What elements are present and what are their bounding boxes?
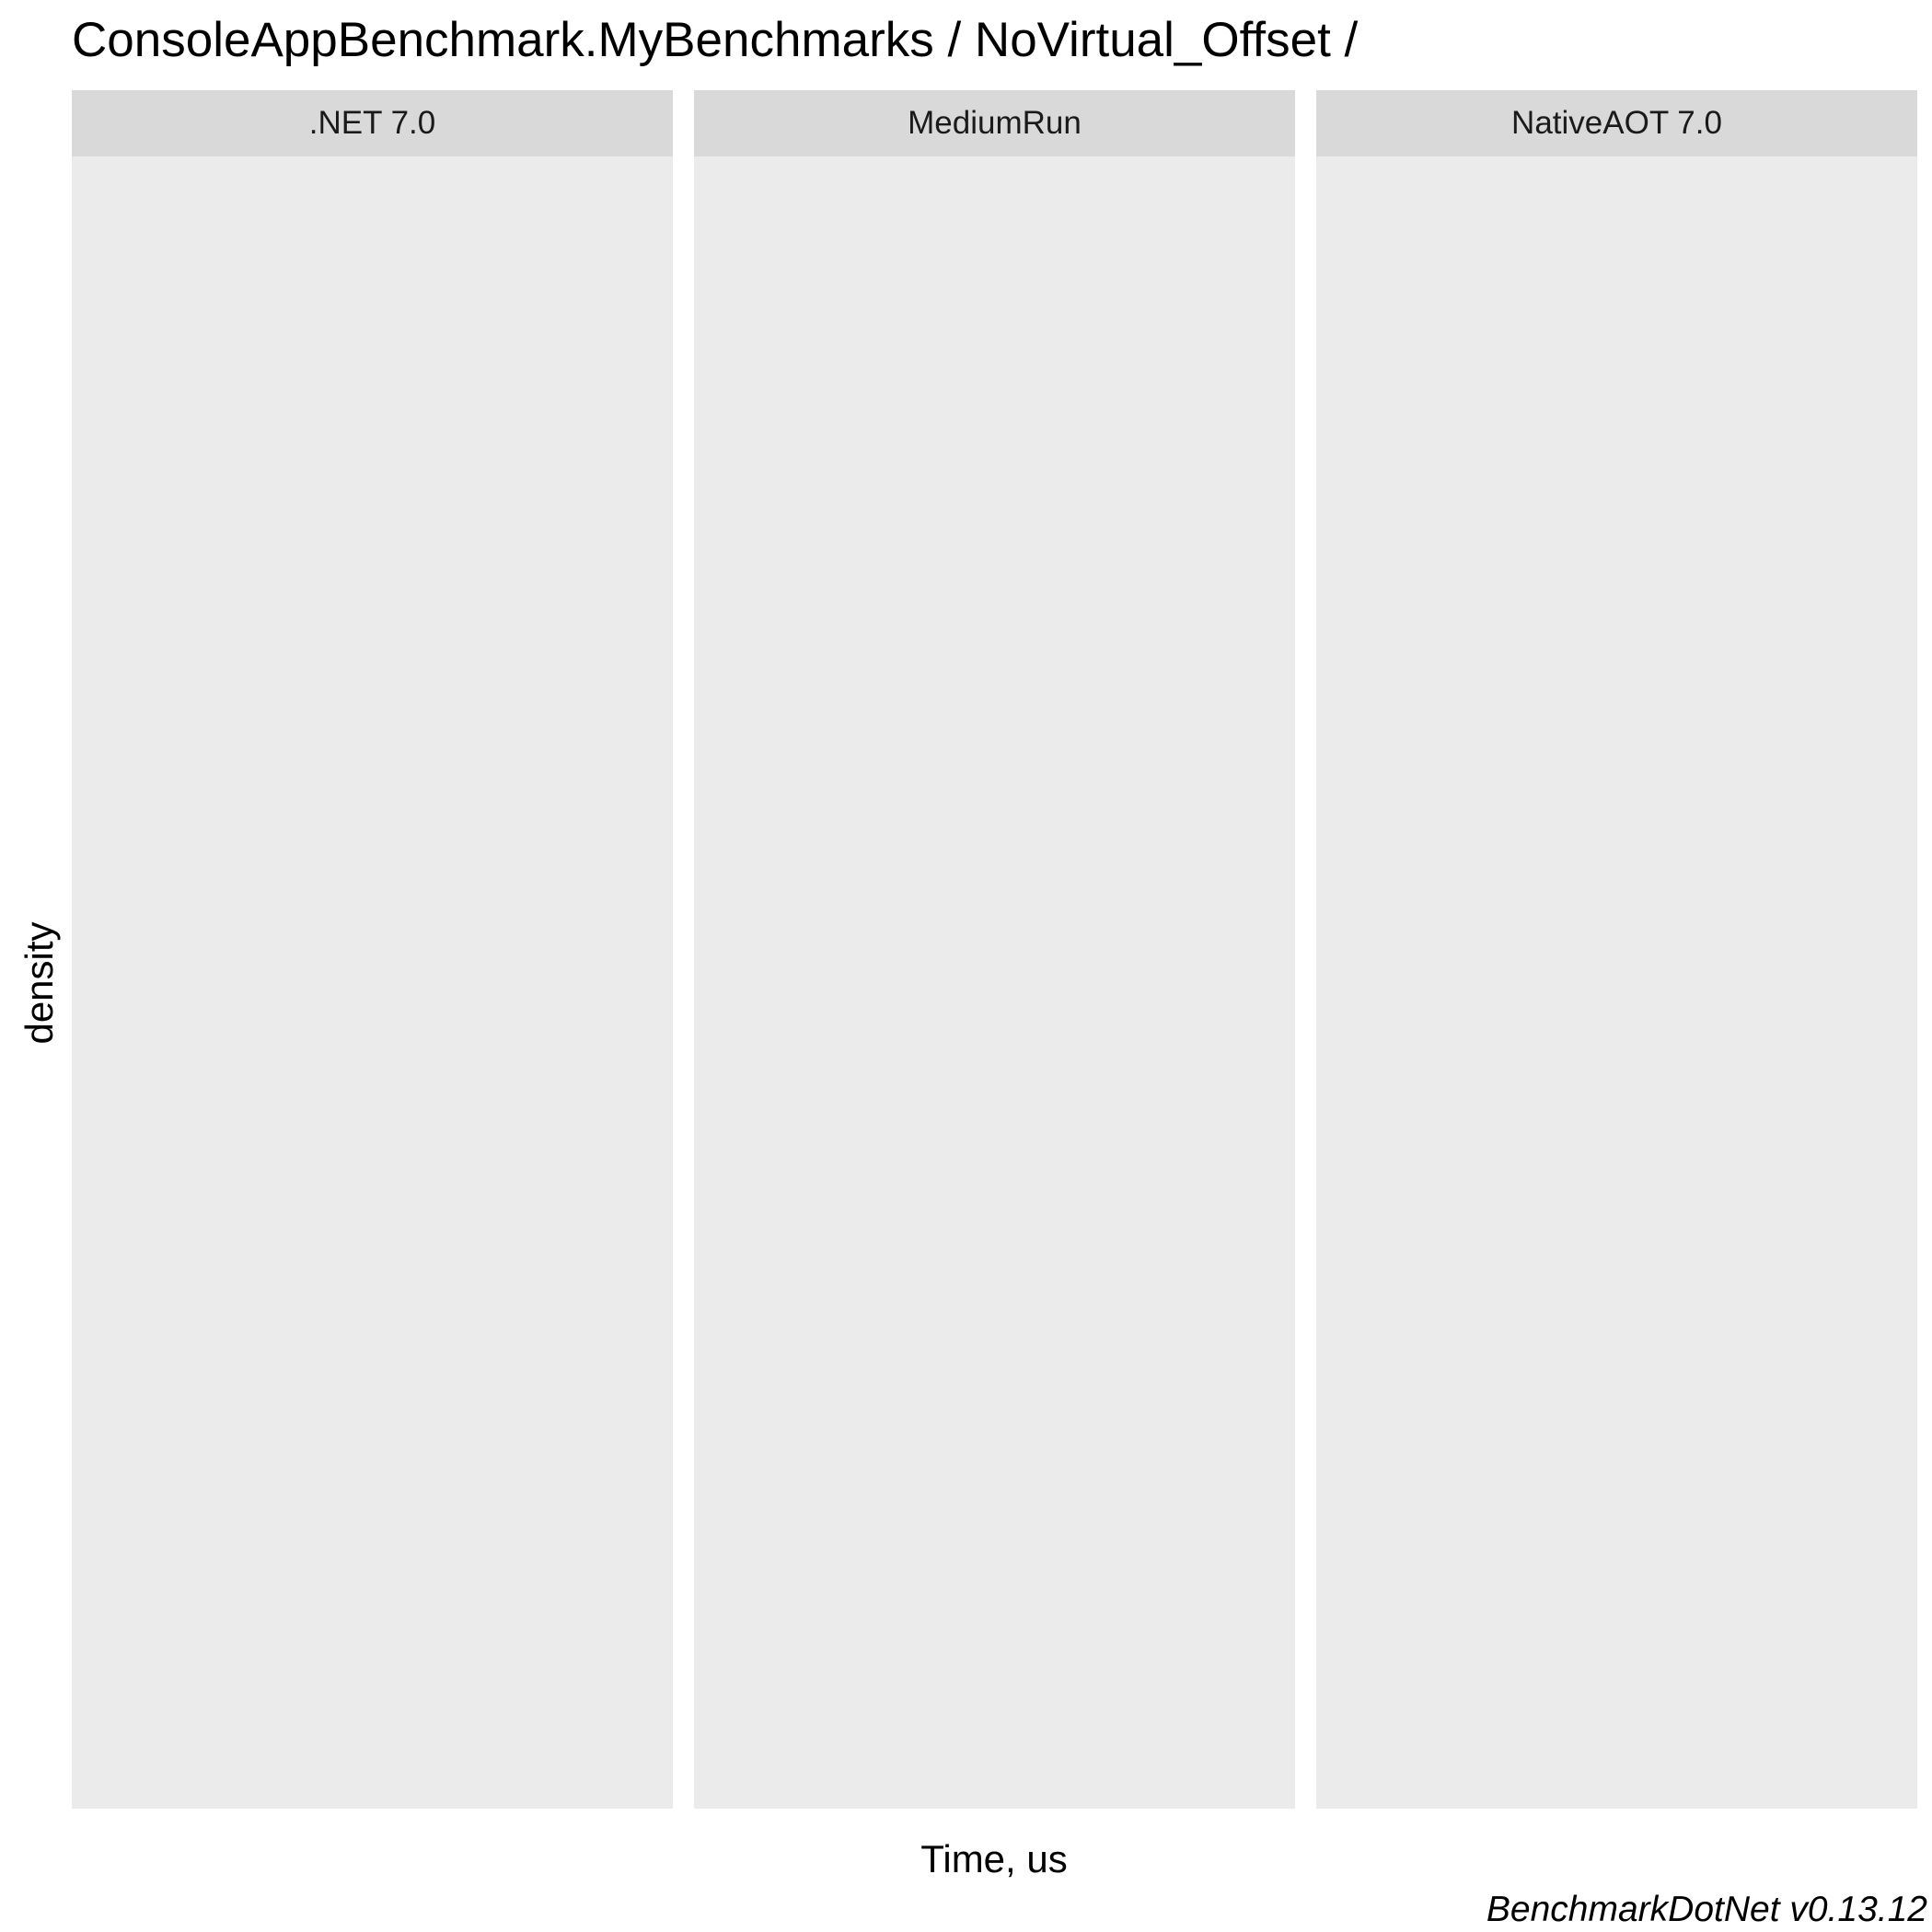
chart-title: ConsoleAppBenchmark.MyBenchmarks / NoVir… [72, 13, 1359, 67]
facet-strip-label: MediumRun [694, 90, 1295, 156]
facet-strip-label: .NET 7.0 [72, 90, 673, 156]
facet-medium-run: MediumRun [694, 90, 1295, 1809]
facet-strip-label: NativeAOT 7.0 [1316, 90, 1917, 156]
facet-plot-panel [1316, 156, 1917, 1809]
x-axis-label: Time, us [920, 1837, 1068, 1880]
caption: BenchmarkDotNet v0.13.12 [1486, 1890, 1927, 1929]
facet-net-7: .NET 7.0 [72, 90, 673, 1809]
facet-plot-panel [72, 156, 673, 1809]
y-axis-label: density [17, 921, 61, 1045]
facet-plot-panel [694, 156, 1295, 1809]
facet-nativeaot-7: NativeAOT 7.0 [1316, 90, 1917, 1809]
